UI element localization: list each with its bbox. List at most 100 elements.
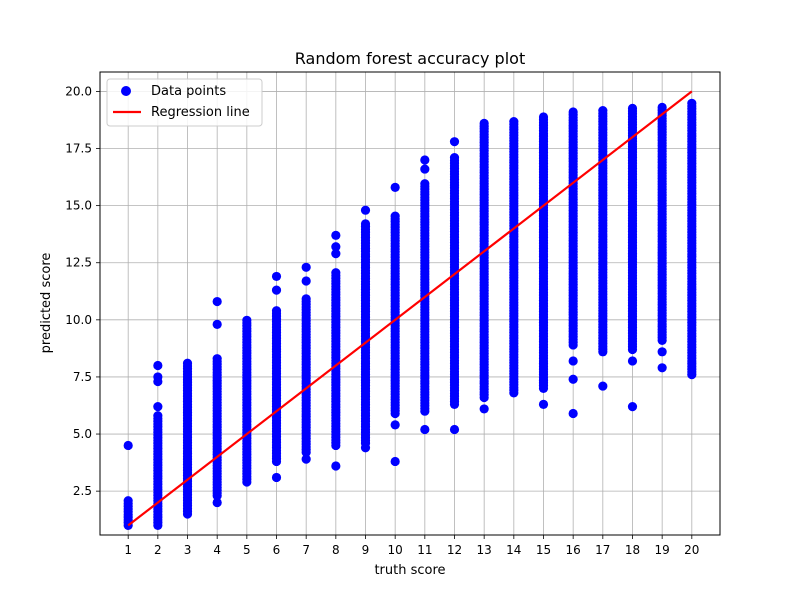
y-tick-label: 5.0 (73, 427, 92, 441)
data-point-outlier (331, 242, 341, 252)
legend-label-data-points: Data points (151, 84, 226, 99)
data-point (687, 98, 697, 108)
data-point-outlier (657, 347, 667, 357)
data-point-outlier (271, 285, 282, 295)
data-point-outlier (449, 424, 460, 435)
x-tick-label: 8 (332, 543, 340, 557)
data-point-outlier (212, 296, 222, 307)
regression-line (127, 90, 693, 527)
x-tick-label: 18 (625, 543, 640, 557)
x-tick-label: 6 (273, 543, 281, 557)
data-point (153, 411, 163, 421)
data-point-outlier (568, 374, 578, 384)
data-point-outlier (123, 440, 133, 451)
data-point (627, 103, 638, 113)
data-point (242, 315, 252, 325)
x-tick-label: 2 (154, 543, 162, 557)
x-tick-label: 7 (302, 543, 310, 557)
y-tick-label: 12.5 (65, 256, 92, 270)
data-point-outlier (390, 420, 400, 430)
data-point-outlier (390, 456, 400, 467)
data-point-outlier (331, 230, 341, 240)
data-point-outlier (538, 399, 549, 409)
data-point-outlier (271, 271, 282, 282)
data-point (657, 102, 667, 113)
data-point-outlier (212, 497, 222, 508)
legend-marker-data-points (121, 86, 131, 96)
plot-frame (99, 71, 721, 536)
data-point-outlier (449, 137, 460, 147)
x-axis-label: truth score (374, 563, 445, 578)
data-point-outlier (627, 402, 638, 412)
x-tick-label: 19 (655, 543, 670, 557)
data-point-outlier (598, 381, 608, 391)
data-point (123, 496, 133, 506)
data-point-outlier (212, 319, 222, 330)
x-tick-label: 5 (243, 543, 251, 557)
data-point-outlier (153, 372, 163, 382)
x-tick-label: 13 (477, 543, 492, 557)
data-point-outlier (360, 443, 371, 453)
data-point-outlier (420, 424, 430, 435)
x-tick-label: 17 (595, 543, 610, 557)
data-points (123, 98, 697, 531)
x-tick-label: 14 (506, 543, 521, 557)
x-tick-label: 10 (388, 543, 403, 557)
data-point-outlier (331, 461, 341, 471)
data-point (568, 107, 578, 117)
x-tick-label: 20 (684, 543, 699, 557)
data-point-outlier (627, 356, 638, 366)
y-axis-ticks: 2.5 5.0 7.5 10.0 12.5 15.0 17.5 20.0 (65, 84, 100, 498)
data-point (390, 211, 400, 221)
y-axis-label: predicted score (39, 253, 54, 354)
x-tick-label: 15 (536, 543, 551, 557)
data-point-outlier (271, 472, 282, 483)
regression-line-layer (127, 90, 693, 527)
data-point-outlier (420, 155, 430, 165)
data-point (449, 153, 460, 163)
data-point (538, 112, 549, 122)
data-point-outlier (568, 408, 578, 419)
data-point (212, 354, 222, 364)
data-point-outlier (301, 276, 311, 286)
data-point (301, 294, 311, 304)
data-point-outlier (331, 248, 341, 259)
data-point (420, 179, 430, 189)
data-point-outlier (360, 205, 371, 215)
data-point-outlier (301, 454, 311, 464)
legend-box (106, 78, 263, 127)
legend-label-regression-line: Regression line (151, 105, 250, 120)
x-tick-label: 4 (213, 543, 221, 557)
data-point-outlier (390, 182, 400, 192)
x-tick-label: 16 (566, 543, 581, 557)
y-tick-label: 17.5 (65, 142, 92, 156)
y-tick-label: 20.0 (65, 84, 92, 98)
data-point (360, 219, 371, 229)
x-tick-label: 12 (447, 543, 462, 557)
x-tick-label: 11 (417, 543, 432, 557)
y-tick-label: 2.5 (73, 484, 92, 498)
data-point-outlier (420, 164, 430, 174)
x-tick-label: 9 (362, 543, 370, 557)
data-point-outlier (153, 402, 163, 412)
data-point (479, 118, 489, 128)
x-tick-label: 1 (124, 543, 132, 557)
data-point (598, 106, 608, 116)
x-axis-ticks: 1 2 3 4 5 6 7 8 9 10 11 12 13 14 15 16 17 18 19 20 (124, 535, 699, 557)
legend: Data points Regression line (106, 78, 263, 127)
data-point (509, 116, 519, 127)
data-point (271, 306, 282, 316)
y-tick-label: 10.0 (65, 313, 92, 327)
x-tick-label: 3 (184, 543, 192, 557)
data-point (331, 268, 341, 278)
y-tick-label: 7.5 (73, 370, 92, 384)
data-point-outlier (657, 363, 667, 373)
data-point-outlier (568, 356, 578, 366)
data-point (182, 358, 193, 368)
data-point-outlier (153, 360, 163, 371)
y-tick-label: 15.0 (65, 199, 92, 213)
data-point-outlier (479, 404, 489, 414)
data-point-outlier (301, 262, 311, 272)
